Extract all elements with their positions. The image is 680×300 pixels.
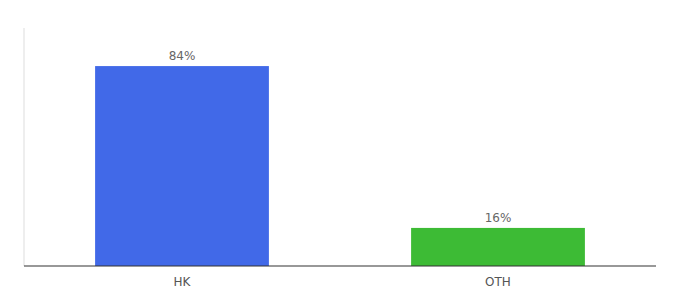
bars bbox=[95, 66, 585, 266]
bar bbox=[95, 66, 269, 266]
chart-container: 84% 16% HK OTH bbox=[0, 0, 680, 300]
chart-svg: 84% 16% HK OTH bbox=[0, 0, 680, 300]
x-tick-label: OTH bbox=[485, 275, 511, 289]
data-label: 84% bbox=[169, 49, 196, 63]
y-axis-line bbox=[24, 28, 25, 266]
bar bbox=[411, 228, 585, 266]
x-axis-line bbox=[24, 265, 656, 266]
data-label: 16% bbox=[485, 211, 512, 225]
x-tick-label: HK bbox=[174, 275, 192, 289]
